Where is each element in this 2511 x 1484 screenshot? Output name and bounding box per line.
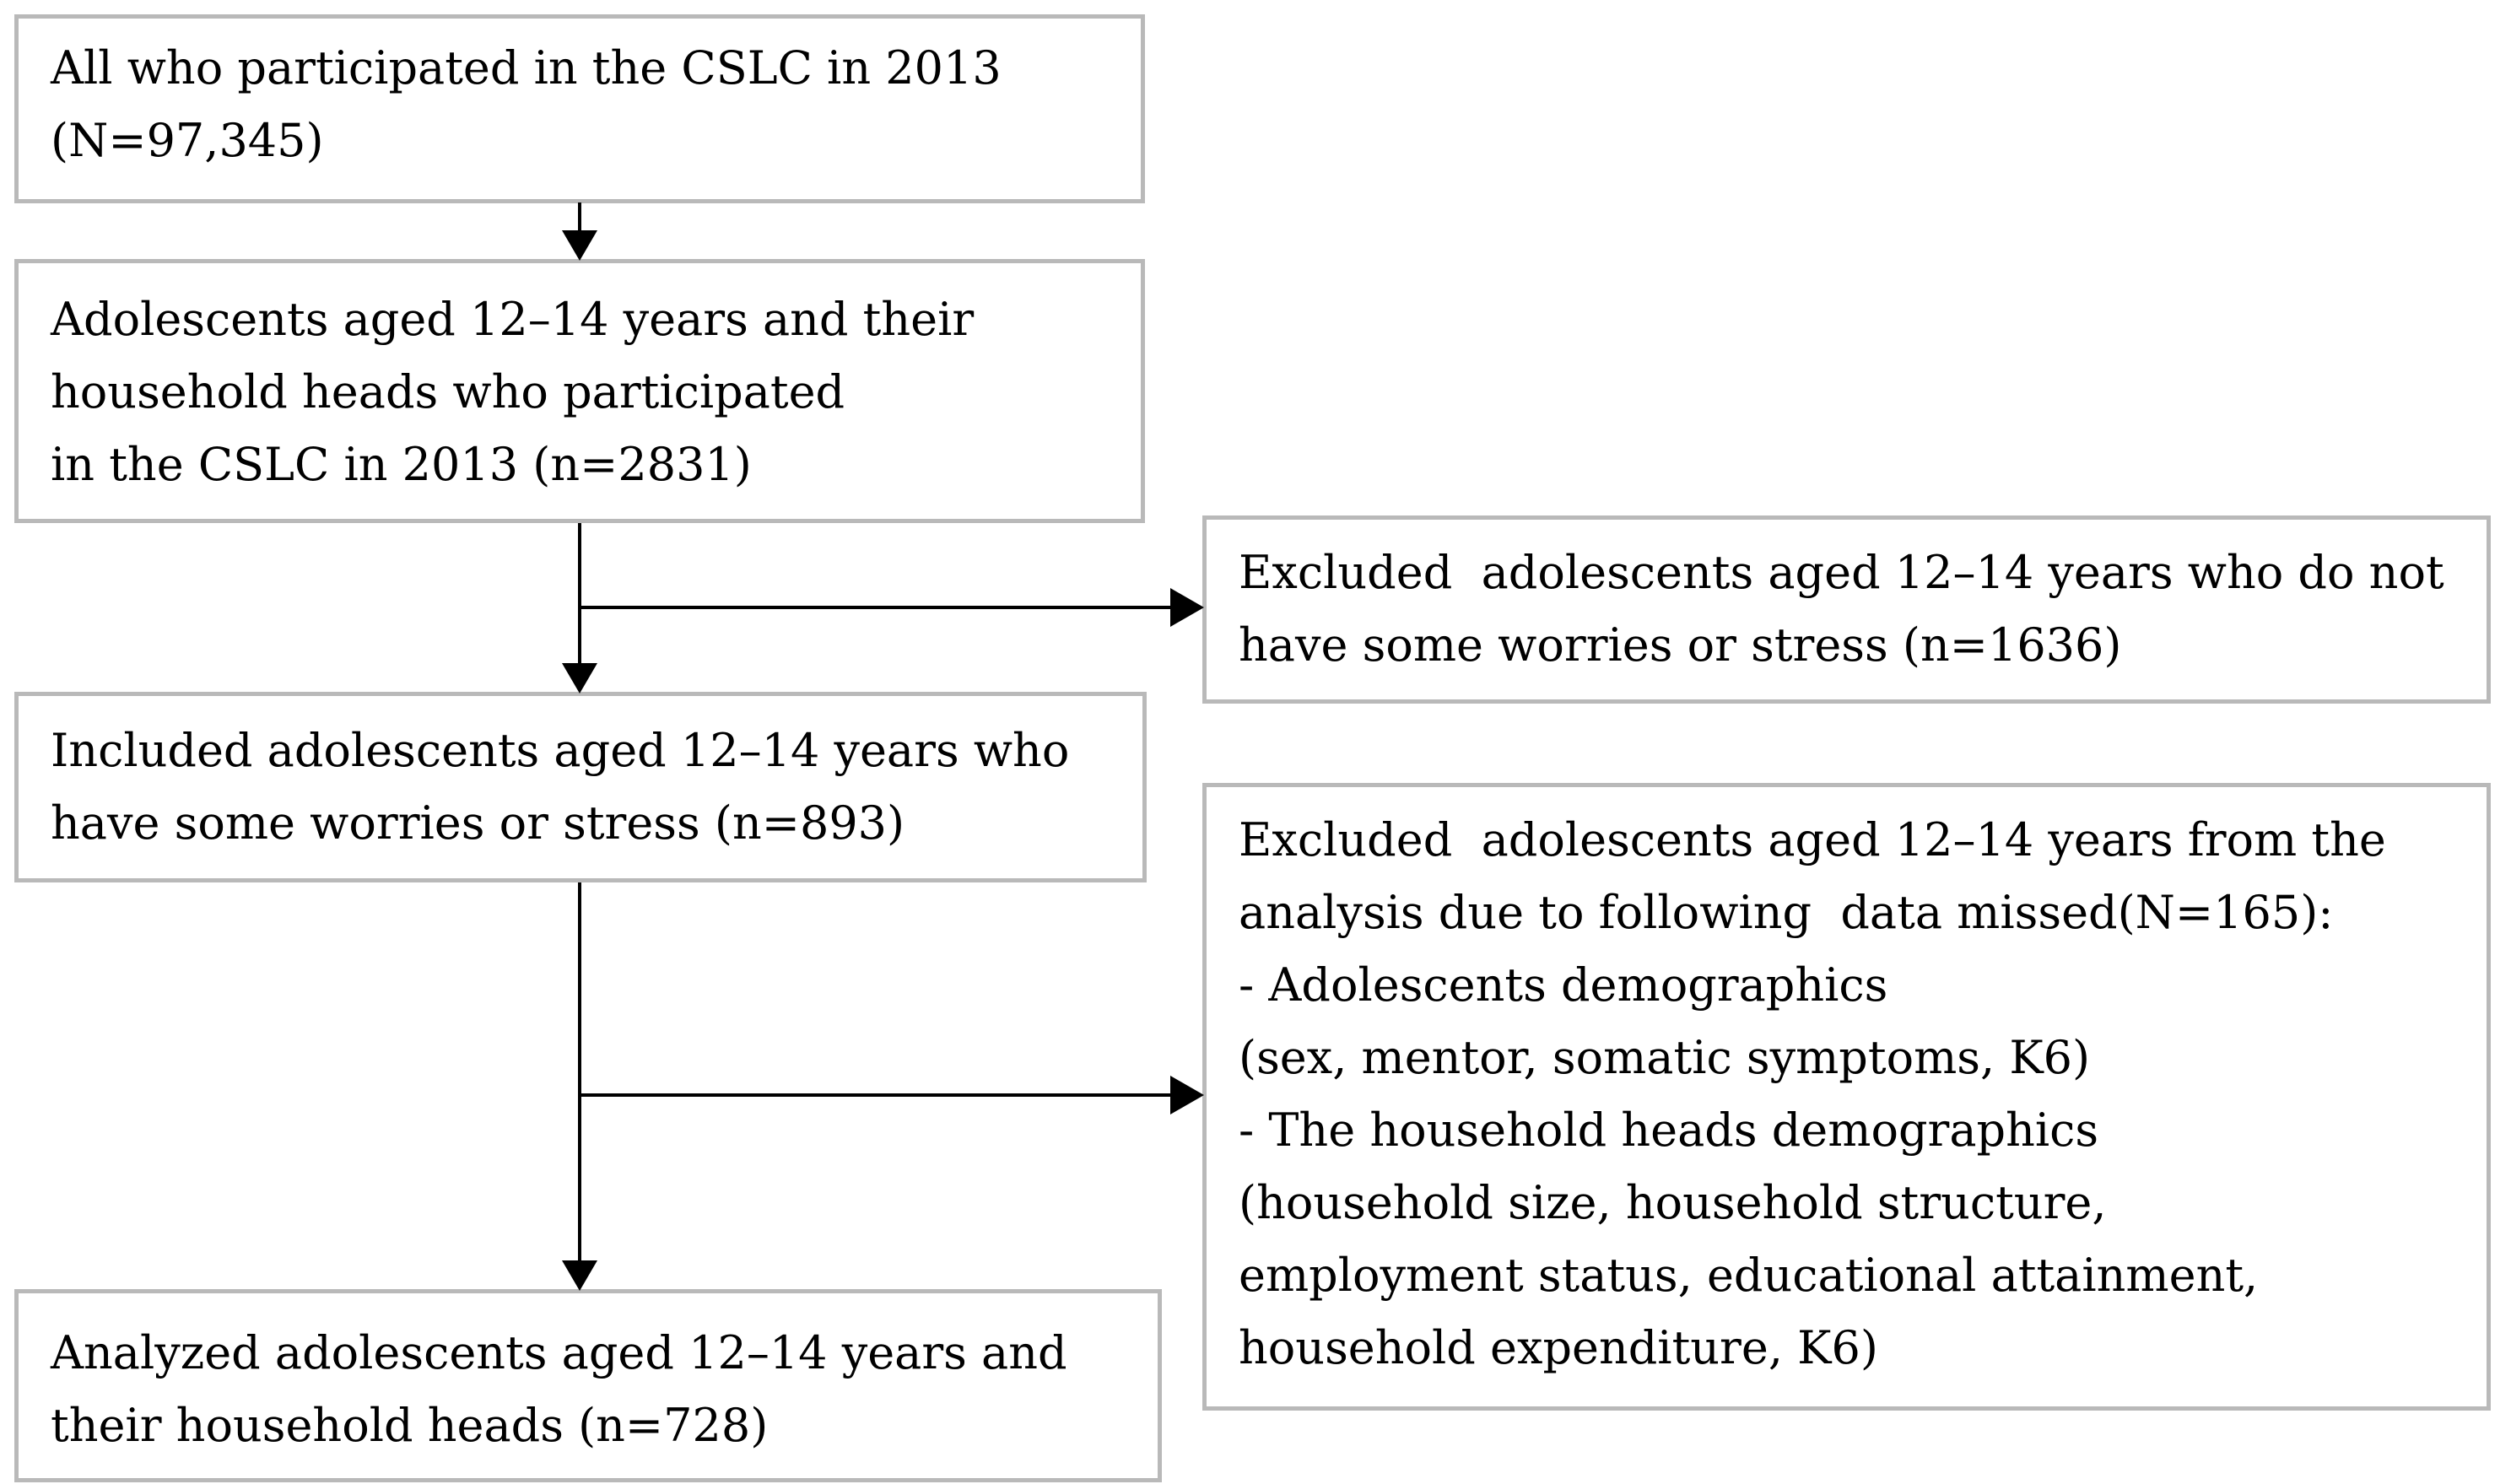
connector-line-population-to-eligible: [578, 202, 581, 236]
connector-line-branch-to-excluded-no-worries: [580, 606, 1174, 609]
arrowhead-down-icon: [562, 1260, 597, 1291]
arrowhead-down-icon: [562, 663, 597, 693]
arrowhead-right-icon: [1170, 1076, 1204, 1114]
arrowhead-down-icon: [562, 230, 597, 261]
arrowhead-right-icon: [1170, 588, 1204, 627]
connector-line-branch-to-excluded-missing-data: [580, 1093, 1174, 1097]
connector-line-included-to-analyzed: [578, 882, 581, 1264]
flow-box-eligible-adolescents: Adolescents aged 12–14 years and their h…: [14, 259, 1145, 523]
flow-box-included-adolescents: Included adolescents aged 12–14 years wh…: [14, 692, 1147, 882]
flow-box-excluded-no-worries: Excluded adolescents aged 12–14 years wh…: [1202, 515, 2491, 704]
flow-box-population: All who participated in the CSLC in 2013…: [14, 14, 1145, 203]
connector-line-eligible-to-included: [578, 523, 581, 666]
flow-box-excluded-missing-data: Excluded adolescents aged 12–14 years fr…: [1202, 783, 2491, 1411]
flow-box-analyzed-adolescents: Analyzed adolescents aged 12–14 years an…: [14, 1289, 1162, 1482]
